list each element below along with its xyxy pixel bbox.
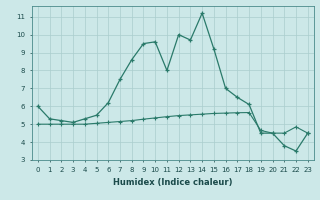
X-axis label: Humidex (Indice chaleur): Humidex (Indice chaleur) (113, 179, 233, 188)
